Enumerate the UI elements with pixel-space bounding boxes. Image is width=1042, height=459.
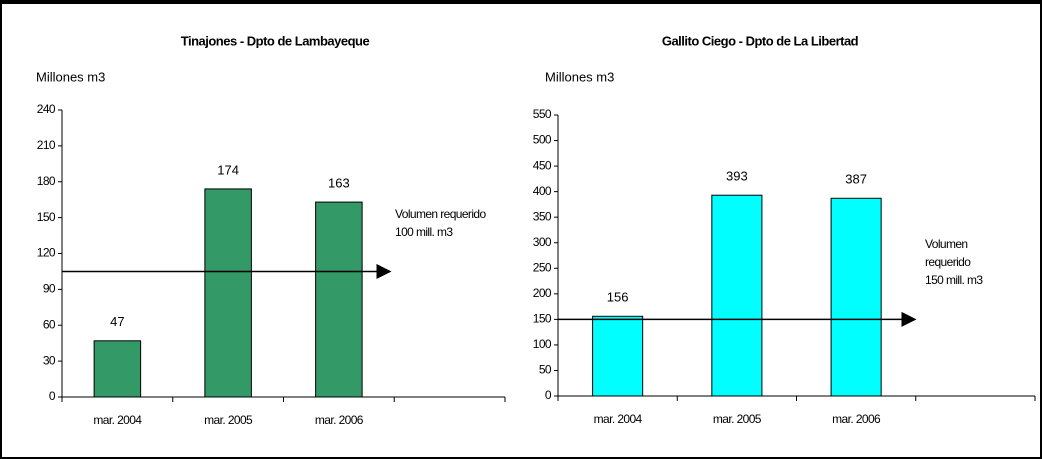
annotation: requerido — [925, 255, 971, 269]
y-tick-label: 150 — [533, 312, 552, 326]
y-tick-label: 400 — [533, 184, 552, 198]
y-tick-label: 300 — [533, 235, 552, 249]
y-axis-label: Millones m3 — [545, 69, 614, 84]
y-tick-label: 150 — [37, 210, 56, 224]
annotation: 150 mill. m3 — [925, 273, 983, 287]
y-tick-label: 0 — [49, 389, 56, 403]
x-tick-label: mar. 2004 — [594, 412, 643, 426]
bar — [830, 197, 882, 397]
annotation: Volumen requerido — [395, 207, 486, 221]
y-tick-label: 500 — [533, 133, 552, 147]
bar — [93, 340, 142, 398]
chart-title: Tinajones - Dpto de Lambayeque — [181, 33, 370, 48]
y-tick-label: 60 — [43, 317, 56, 331]
y-tick-label: 350 — [533, 209, 552, 223]
value-label: 163 — [328, 176, 350, 191]
y-tick-label: 30 — [43, 353, 56, 367]
y-tick-label: 250 — [533, 260, 552, 274]
y-axis-label: Millones m3 — [36, 69, 105, 84]
x-tick-label: mar. 2004 — [93, 413, 142, 427]
bar — [592, 315, 644, 397]
x-tick-label: mar. 2005 — [204, 413, 253, 427]
value-label: 387 — [845, 172, 867, 187]
y-tick-label: 180 — [37, 174, 56, 188]
bar — [204, 188, 252, 398]
y-tick-label: 90 — [43, 282, 56, 296]
y-tick-label: 0 — [545, 388, 552, 402]
value-label: 156 — [607, 290, 629, 305]
value-label: 47 — [110, 314, 124, 329]
bar — [711, 194, 763, 397]
chart-title: Gallito Ciego - Dpto de La Libertad — [662, 33, 859, 48]
bar — [315, 201, 363, 398]
x-tick-label: mar. 2006 — [832, 412, 881, 426]
y-tick-label: 240 — [37, 102, 56, 116]
y-tick-label: 210 — [37, 138, 56, 152]
x-tick-label: mar. 2005 — [713, 412, 762, 426]
y-tick-label: 120 — [37, 246, 56, 260]
value-label: 393 — [726, 169, 748, 184]
x-tick-label: mar. 2006 — [315, 413, 364, 427]
annotation: 100 mill. m3 — [395, 225, 453, 239]
y-tick-label: 50 — [539, 363, 552, 377]
y-tick-label: 200 — [533, 286, 552, 300]
y-tick-label: 450 — [533, 158, 552, 172]
annotation: Volumen — [925, 237, 968, 251]
y-tick-label: 550 — [533, 107, 552, 121]
value-label: 174 — [217, 162, 239, 177]
y-tick-label: 100 — [533, 337, 552, 351]
